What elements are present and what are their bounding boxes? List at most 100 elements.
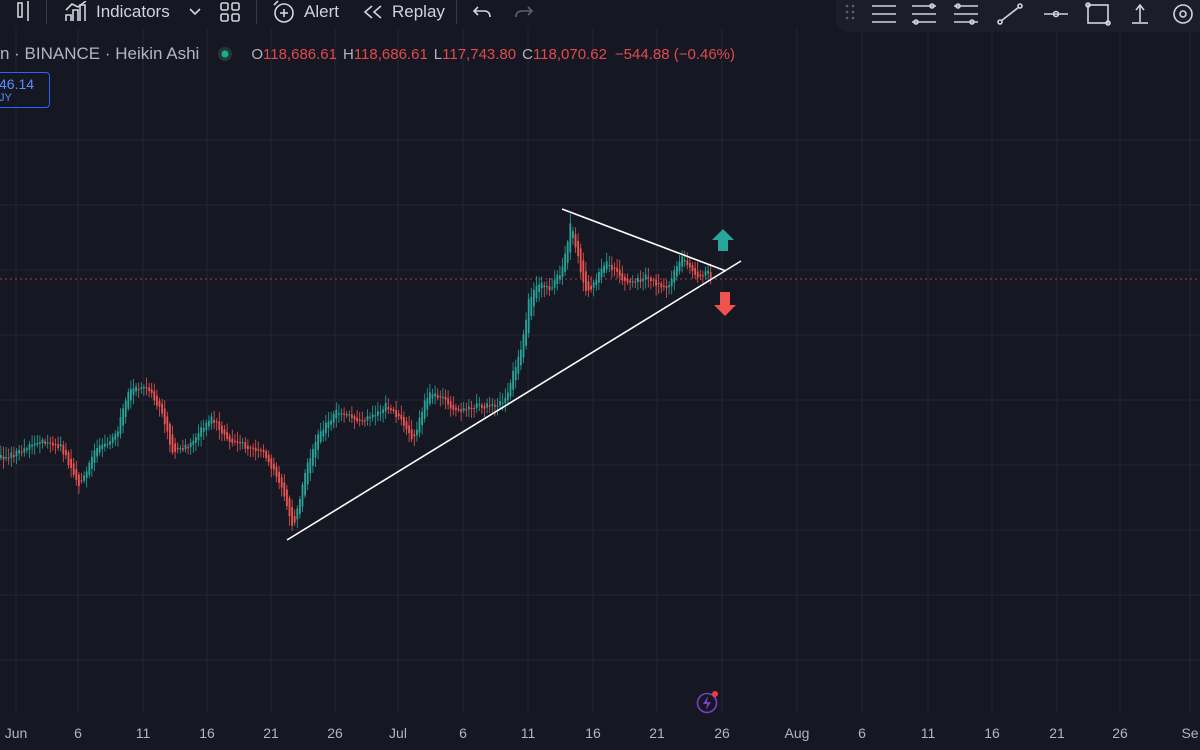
horizontal-ray-icon[interactable] [1042,2,1070,26]
candle [618,269,621,277]
rectangle-icon[interactable] [1084,2,1112,26]
candle [535,285,538,299]
descending-trendline[interactable] [561,208,727,272]
alert-button[interactable]: Alert [272,0,339,24]
candle [621,273,624,281]
fib-retracement-icon[interactable] [910,2,938,26]
candle [54,444,57,446]
undo-button[interactable] [472,0,492,24]
candle [187,447,189,449]
toolbar-divider [46,0,47,24]
candle [345,414,348,416]
candle [652,279,655,281]
candle [462,408,465,411]
candle [275,466,278,477]
candle [592,282,595,288]
time-axis-label: 26 [1112,725,1128,741]
candle [351,414,353,418]
candle [561,266,564,278]
candle [439,396,442,398]
candle [491,403,494,406]
symbol-title[interactable]: n · BINANCE · Heikin Ashi [0,44,200,63]
ascending-trendline[interactable] [286,260,742,541]
candle [447,398,449,405]
candle [44,441,46,444]
candle [704,271,707,276]
indicators-dropdown[interactable] [188,0,202,24]
candle [702,275,704,277]
candle [161,403,163,414]
candle [182,448,184,451]
alert-label: Alert [304,2,339,21]
close-value: 118,070.62 [532,45,607,63]
candle [319,431,322,443]
drag-handle-icon[interactable] [844,2,856,24]
candle [517,356,520,374]
candle [0,455,2,458]
candle [637,277,639,282]
candle [267,454,270,463]
trend-line-icon[interactable] [996,2,1024,26]
candle [247,445,249,450]
candle [327,421,330,428]
toolbar-divider [256,0,257,24]
candle [265,451,267,458]
candle [379,412,382,414]
candle [41,439,44,444]
open-value: 118,686.61 [263,45,337,63]
replay-button[interactable]: Replay [362,0,445,24]
replay-label: Replay [392,2,445,21]
candle [587,281,590,291]
lightning-icon[interactable] [696,690,720,714]
candle [130,388,132,401]
candle [348,414,351,416]
parallel-channel-icon[interactable] [870,2,898,26]
candle [442,396,444,398]
fib-levels-icon[interactable] [952,2,980,26]
candle [395,410,397,417]
candle [663,285,665,287]
badge-price: 46.14 [0,76,35,92]
candle [262,449,265,453]
candle [546,286,548,288]
candle [169,423,171,445]
candle [405,421,408,430]
candle [548,286,551,291]
bar-style-button[interactable] [14,0,36,24]
time-axis-label: 16 [585,725,601,741]
indicators-button[interactable]: Indicators [64,0,170,24]
candle [525,319,527,346]
candle [343,413,345,415]
candle [314,442,317,458]
candle [205,422,208,431]
candle [75,469,78,480]
redo-button[interactable] [514,0,534,24]
candle [488,405,491,407]
candle [306,462,309,485]
candle [574,234,577,248]
candles [0,213,712,531]
candle [5,457,7,459]
candle [657,282,660,285]
layouts-button[interactable] [220,0,240,24]
candle [377,411,379,416]
candle [434,393,436,397]
candle [15,450,18,457]
candle [673,270,676,283]
candle [504,397,507,403]
order-badge[interactable]: 46.14 JY [0,72,50,108]
candle [512,370,514,390]
price-range-icon[interactable] [1126,2,1154,26]
candle [686,260,689,266]
candle [83,475,85,481]
candle [156,395,158,406]
candle [28,444,31,450]
candle [189,442,192,448]
up-arrow-icon [712,229,734,251]
candle [397,413,400,417]
candle [613,267,616,269]
candle [88,462,91,475]
candle [338,413,340,415]
settings-icon[interactable] [1170,2,1196,26]
